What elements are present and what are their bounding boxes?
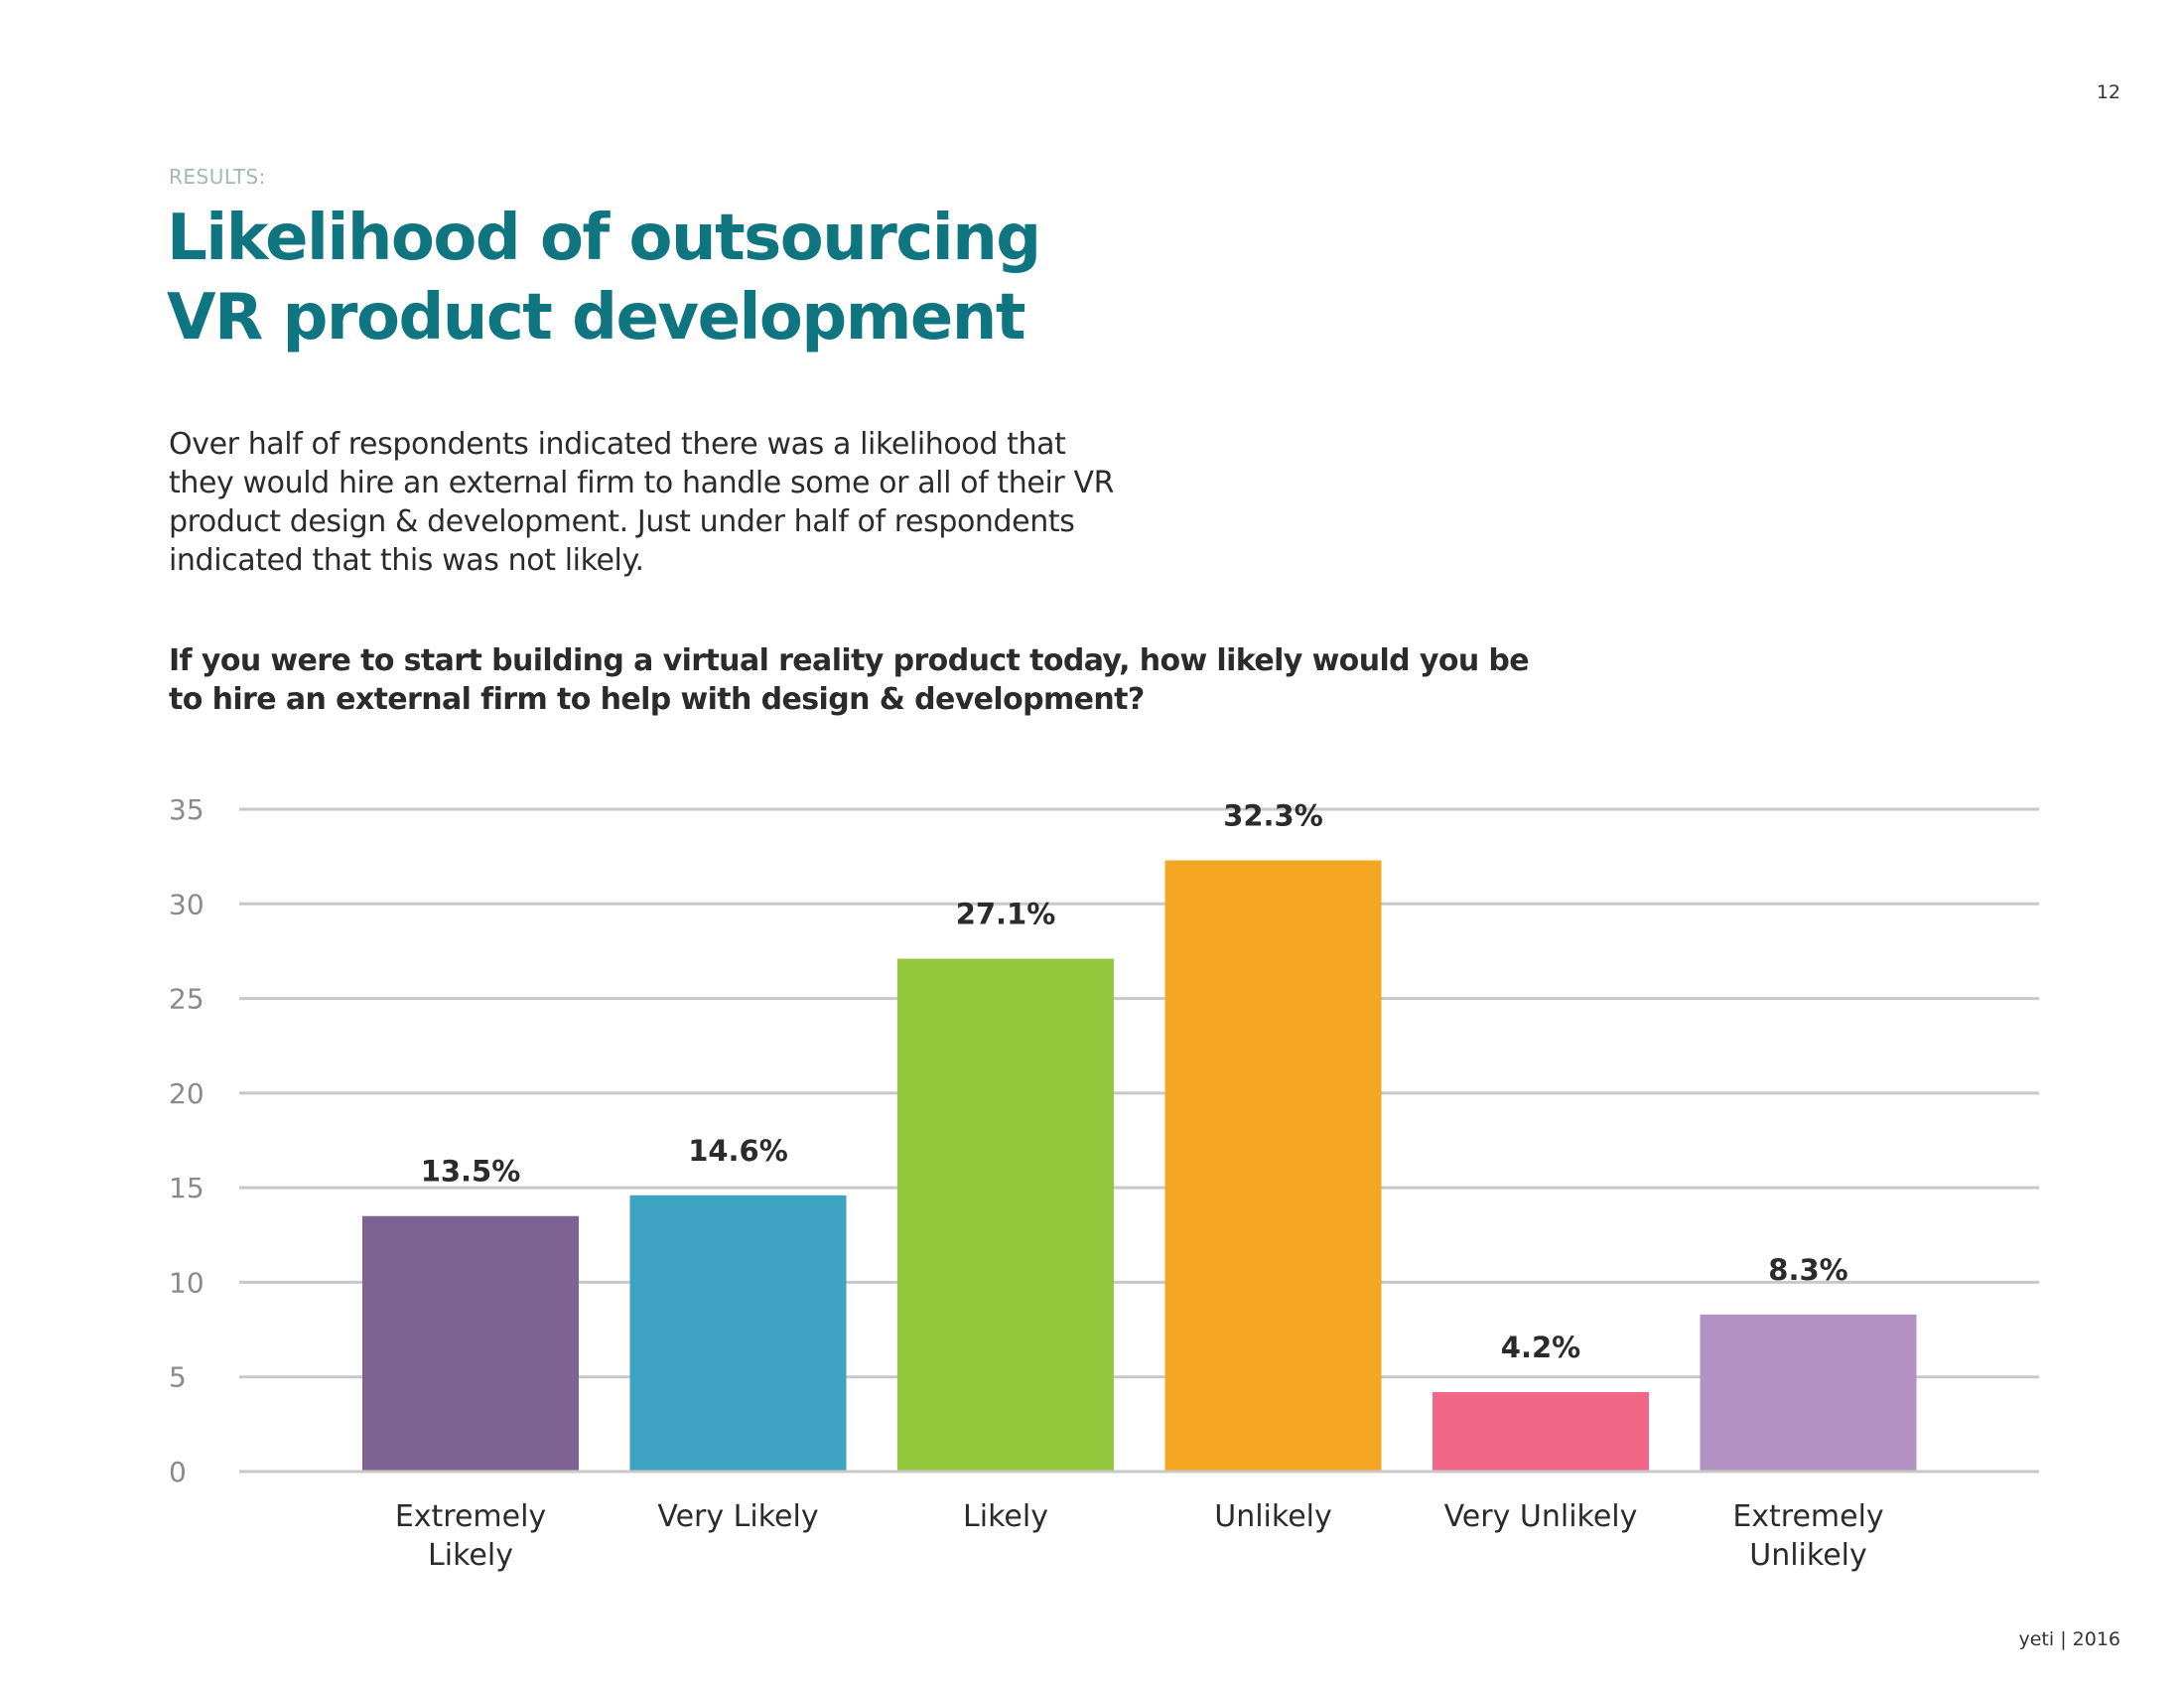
category-label: Likely bbox=[963, 1499, 1048, 1534]
category-label: Unlikely bbox=[1749, 1538, 1867, 1573]
data-label: 32.3% bbox=[1223, 798, 1323, 832]
y-tick-label: 35 bbox=[169, 793, 205, 826]
title-line: VR product development bbox=[167, 281, 1025, 354]
section-label: RESULTS: bbox=[169, 165, 266, 189]
bar bbox=[629, 1195, 847, 1471]
body-paragraph: Over half of respondents indicated there… bbox=[169, 425, 1310, 580]
category-label: Extremely bbox=[395, 1499, 546, 1534]
body-line: Over half of respondents indicated there… bbox=[169, 427, 1066, 462]
bar bbox=[897, 958, 1114, 1471]
question-line: to hire an external firm to help with de… bbox=[169, 682, 1145, 717]
y-tick-label: 5 bbox=[169, 1361, 187, 1394]
footer-brand: yeti | 2016 bbox=[2018, 1628, 2121, 1650]
y-tick-label: 15 bbox=[169, 1172, 205, 1204]
data-label: 27.1% bbox=[956, 898, 1056, 931]
category-label: Unlikely bbox=[1214, 1499, 1332, 1534]
data-label: 8.3% bbox=[1768, 1253, 1847, 1287]
data-label: 14.6% bbox=[688, 1134, 788, 1168]
category-label: Extremely bbox=[1732, 1499, 1883, 1534]
y-tick-label: 0 bbox=[169, 1456, 187, 1488]
title-line: Likelihood of outsourcing bbox=[167, 202, 1041, 275]
data-label: 4.2% bbox=[1501, 1331, 1580, 1364]
y-tick-label: 10 bbox=[169, 1266, 205, 1299]
category-label: Very Unlikely bbox=[1444, 1499, 1638, 1534]
category-label: Likely bbox=[428, 1538, 513, 1573]
category-label: Very Likely bbox=[657, 1499, 818, 1534]
body-line: product design & development. Just under… bbox=[169, 504, 1075, 539]
y-tick-label: 20 bbox=[169, 1077, 205, 1110]
survey-question: If you were to start building a virtual … bbox=[169, 641, 1578, 719]
body-line: indicated that this was not likely. bbox=[169, 543, 644, 578]
bar bbox=[1164, 860, 1382, 1471]
y-tick-label: 30 bbox=[169, 888, 205, 920]
bar bbox=[1700, 1314, 1917, 1471]
page-title: Likelihood of outsourcing VR product dev… bbox=[167, 199, 1041, 357]
page-number: 12 bbox=[2096, 81, 2120, 103]
bar bbox=[1433, 1391, 1649, 1471]
y-tick-label: 25 bbox=[169, 983, 205, 1016]
question-line: If you were to start building a virtual … bbox=[169, 643, 1530, 678]
bar bbox=[362, 1215, 579, 1471]
body-line: they would hire an external firm to hand… bbox=[169, 466, 1115, 500]
data-label: 13.5% bbox=[421, 1155, 521, 1189]
